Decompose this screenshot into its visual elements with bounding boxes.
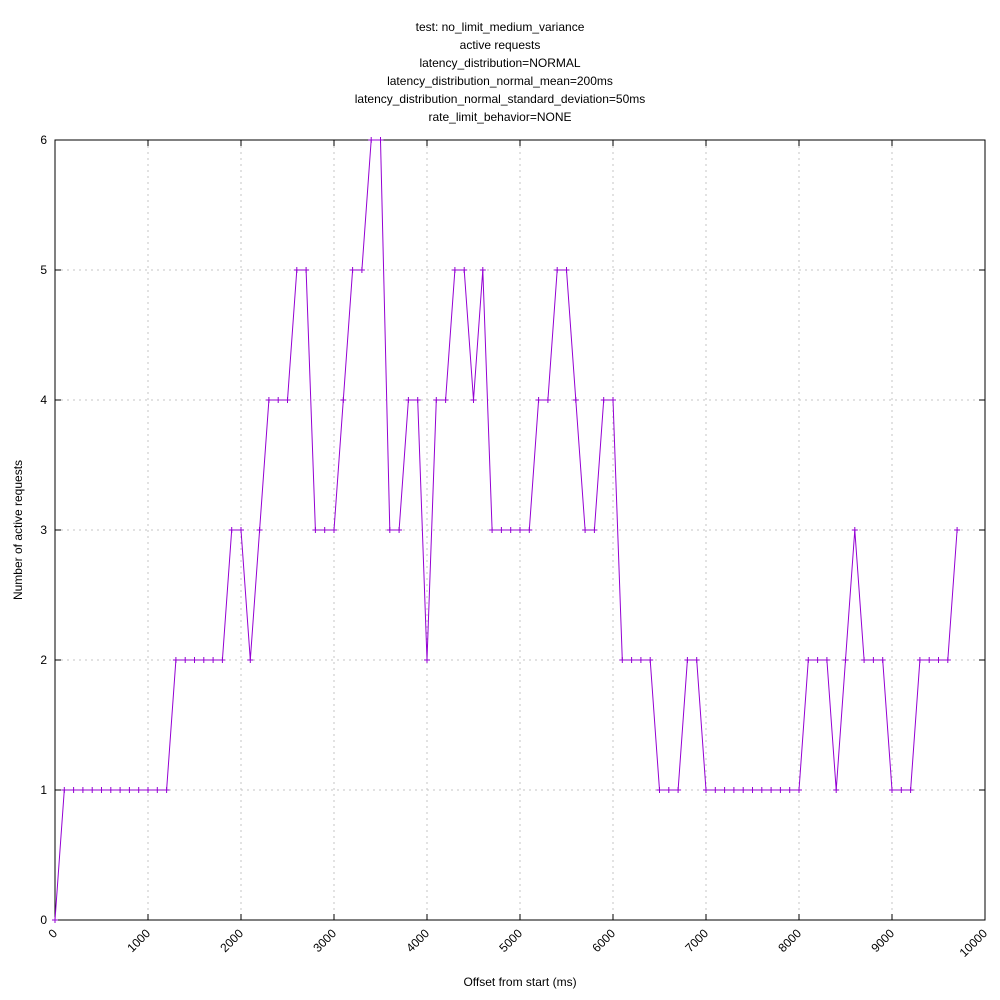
chart-title-line-3: latency_distribution=NORMAL <box>419 56 581 70</box>
svg-text:2: 2 <box>40 653 47 667</box>
svg-text:7000: 7000 <box>682 926 711 955</box>
x-axis-title: Offset from start (ms) <box>463 975 577 989</box>
svg-text:2000: 2000 <box>217 926 246 955</box>
chart-title-line-2: active requests <box>459 38 541 52</box>
svg-text:5: 5 <box>40 263 47 277</box>
chart-title-block: test: no_limit_medium_variance active re… <box>0 18 1000 126</box>
svg-text:1000: 1000 <box>124 926 153 955</box>
svg-text:1: 1 <box>40 783 47 797</box>
svg-text:6000: 6000 <box>589 926 618 955</box>
svg-text:3: 3 <box>40 523 47 537</box>
chart-title-line-4: latency_distribution_normal_mean=200ms <box>387 74 613 88</box>
svg-text:10000: 10000 <box>957 926 991 960</box>
chart-title-line-5: latency_distribution_normal_standard_dev… <box>354 92 646 106</box>
svg-text:8000: 8000 <box>775 926 804 955</box>
svg-text:0: 0 <box>45 926 60 941</box>
chart-title-line-6: rate_limit_behavior=NONE <box>428 110 572 124</box>
svg-text:9000: 9000 <box>868 926 897 955</box>
svg-text:6: 6 <box>40 133 47 147</box>
svg-text:0: 0 <box>40 913 47 927</box>
svg-text:4: 4 <box>40 393 47 407</box>
chart-title-line-1: test: no_limit_medium_variance <box>415 20 585 34</box>
svg-text:3000: 3000 <box>310 926 339 955</box>
svg-text:5000: 5000 <box>496 926 525 955</box>
svg-text:4000: 4000 <box>403 926 432 955</box>
